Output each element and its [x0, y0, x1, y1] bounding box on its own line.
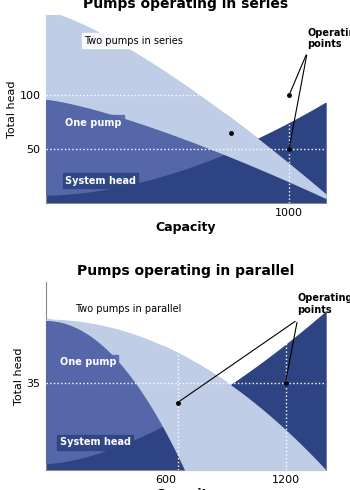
Text: Operating
points: Operating points [307, 27, 350, 49]
Text: Two pumps in series: Two pumps in series [84, 36, 183, 46]
Text: System head: System head [60, 437, 131, 447]
Y-axis label: Total head: Total head [7, 80, 17, 138]
X-axis label: Capacity: Capacity [155, 220, 216, 234]
Text: Two pumps in parallel: Two pumps in parallel [76, 304, 182, 314]
Y-axis label: Total head: Total head [14, 347, 24, 405]
Text: One pump: One pump [60, 357, 116, 367]
Title: Pumps operating in parallel: Pumps operating in parallel [77, 264, 294, 278]
Text: System head: System head [65, 175, 136, 186]
Text: One pump: One pump [65, 118, 121, 127]
Text: Operating
points: Operating points [298, 293, 350, 315]
Title: Pumps operating in series: Pumps operating in series [83, 0, 288, 11]
X-axis label: Capacity: Capacity [155, 488, 216, 490]
